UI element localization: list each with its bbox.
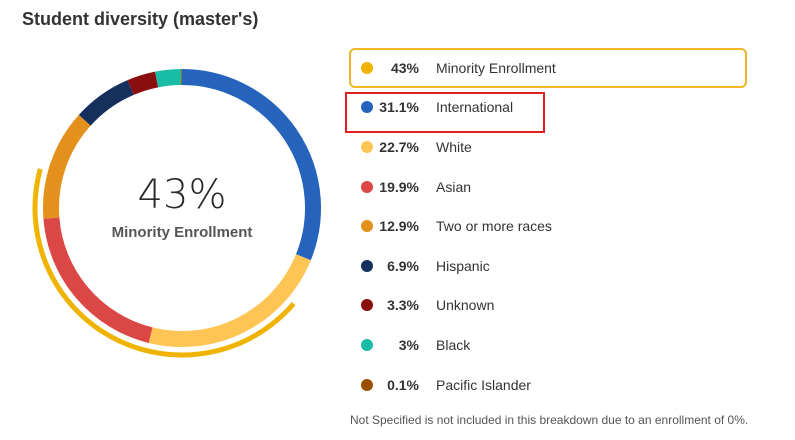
legend-swatch <box>361 220 373 233</box>
legend-label: Unknown <box>436 297 495 314</box>
legend-percentage: 12.9% <box>379 218 419 235</box>
legend-item[interactable]: 19.9% Asian <box>349 167 747 207</box>
legend-swatch <box>361 299 373 312</box>
legend-percentage: 3% <box>398 336 419 353</box>
footnote: Not Specified is not included in this br… <box>350 413 749 427</box>
center-label: Minority Enrollment <box>111 224 253 241</box>
legend-label: Pacific Islander <box>436 376 531 393</box>
legend-swatch <box>361 338 373 351</box>
donut-slice-two-or-more-races[interactable] <box>43 114 91 219</box>
legend-percentage: 22.7% <box>379 139 419 155</box>
donut-slice-hispanic[interactable] <box>78 80 135 126</box>
donut-slice-asian[interactable] <box>43 217 153 343</box>
legend-item[interactable]: 3.3% Unknown <box>349 286 747 326</box>
legend-swatch <box>361 180 373 193</box>
donut-slice-black[interactable] <box>155 69 182 88</box>
legend-item[interactable]: 31.1% International <box>349 88 747 128</box>
legend-percentage: 43% <box>390 60 419 76</box>
center-percentage: 43% <box>137 172 227 218</box>
legend: 43% Minority Enrollment 31.1% International… <box>349 48 747 404</box>
legend-label: White <box>436 139 472 155</box>
legend-item[interactable]: 0.1% Pacific Islander <box>349 365 747 405</box>
minority-enrollment-arc <box>32 168 296 358</box>
legend-percentage: 19.9% <box>379 178 419 195</box>
legend-swatch <box>361 141 373 153</box>
legend-percentage: 31.1% <box>379 99 419 116</box>
donut-slice-white[interactable] <box>148 254 311 347</box>
legend-swatch <box>361 378 373 391</box>
chart-title: Student diversity (master's) <box>22 9 259 29</box>
legend-swatch <box>361 62 373 74</box>
legend-percentage: 3.3% <box>387 297 419 314</box>
legend-item[interactable]: 12.9% Two or more races <box>349 206 747 246</box>
legend-label: Minority Enrollment <box>436 60 556 76</box>
legend-label: International <box>436 99 514 116</box>
legend-swatch <box>361 259 373 272</box>
legend-item[interactable]: 43% Minority Enrollment <box>349 48 747 88</box>
legend-label: Asian <box>436 178 472 195</box>
legend-item[interactable]: 22.7% White <box>349 127 747 167</box>
legend-item[interactable]: 6.9% Hispanic <box>349 246 747 286</box>
donut-slice-unknown[interactable] <box>127 71 159 95</box>
legend-label: Two or more races <box>436 218 552 235</box>
legend-item[interactable]: 3% Black <box>349 325 747 365</box>
donut-chart <box>32 68 321 358</box>
legend-percentage: 6.9% <box>387 257 419 274</box>
donut-slice-international[interactable] <box>181 69 321 261</box>
legend-percentage: 0.1% <box>387 376 419 393</box>
legend-swatch <box>361 101 373 114</box>
highlight-box <box>345 92 545 133</box>
legend-label: Black <box>436 336 471 353</box>
legend-label: Hispanic <box>436 257 490 274</box>
